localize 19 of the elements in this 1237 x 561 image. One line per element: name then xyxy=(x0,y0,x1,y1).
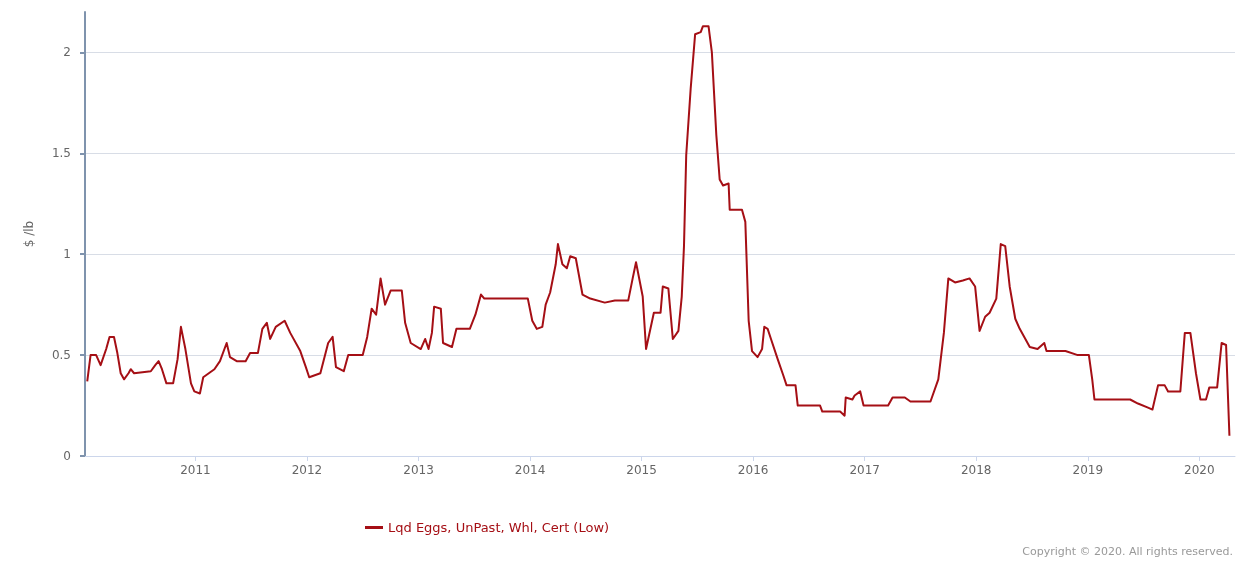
text: Copyright © 2020. All rights reserved. xyxy=(1022,545,1233,558)
x-tick-label: 2014 xyxy=(514,463,546,477)
x-tick-label: 2016 xyxy=(737,463,769,477)
x-tick-label: 2015 xyxy=(626,463,657,477)
x-tick-label: 2011 xyxy=(180,463,211,477)
x-tick-label: 2019 xyxy=(1072,463,1104,477)
x-tick-label: 2018 xyxy=(960,463,992,477)
y-tick-label: 0.5 xyxy=(51,348,71,363)
x-tick-label: 2012 xyxy=(291,463,323,477)
y-axis-title: $ /lb xyxy=(22,220,36,248)
y-tick-label: 0 xyxy=(63,449,71,463)
y-tick-label: 1 xyxy=(63,247,71,262)
y-tick-label: 1.5 xyxy=(51,146,71,161)
x-tick-label: 2020 xyxy=(1184,463,1215,477)
x-tick-label: 2017 xyxy=(849,463,880,477)
x-tick-label: 2013 xyxy=(403,463,434,477)
line-series xyxy=(86,25,1231,437)
legend-label: Lqd Eggs, UnPast, Whl, Cert (Low) xyxy=(388,520,610,535)
y-tick-label: 2 xyxy=(63,45,71,60)
